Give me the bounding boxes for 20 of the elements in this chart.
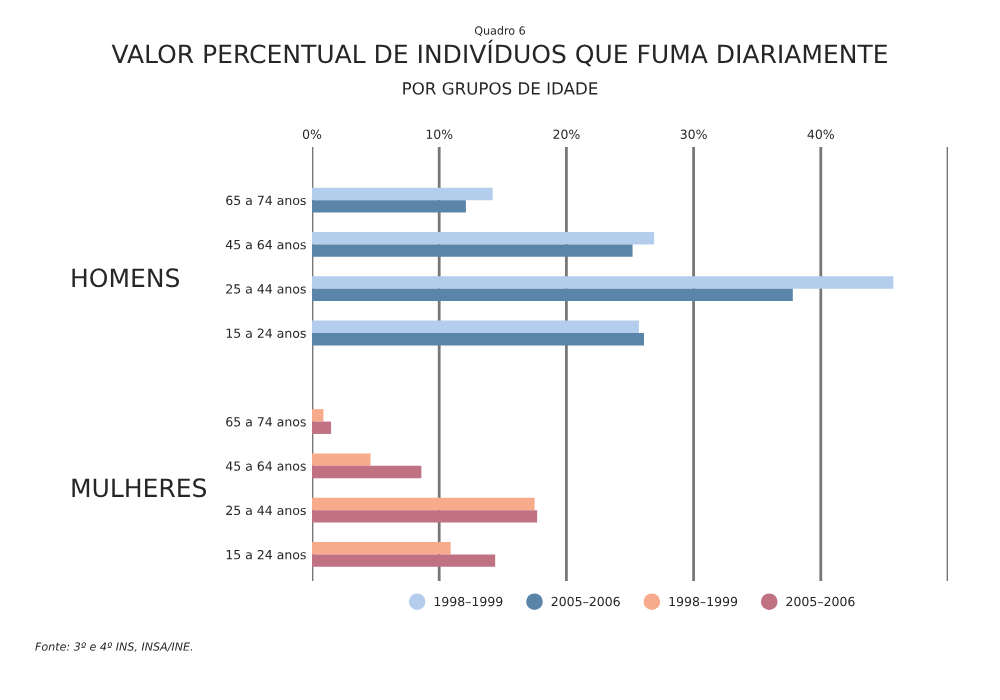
bar — [312, 200, 466, 213]
bar — [312, 244, 633, 257]
bar — [312, 333, 644, 346]
bar — [312, 187, 493, 201]
bar — [312, 409, 324, 422]
bar — [312, 554, 496, 567]
bar — [312, 232, 655, 245]
text: HOMENS — [72, 268, 180, 288]
bar — [312, 453, 371, 466]
chart-subtitle: POR GRUPOS DE IDADE — [403, 82, 598, 95]
bar — [312, 542, 451, 555]
bar — [312, 510, 538, 523]
chart-title: VALOR PERCENTUAL DE INDIVÍDUOS QUE FUMA DIARIAMENTE — [111, 39, 887, 67]
bar — [312, 465, 422, 479]
bar — [312, 320, 639, 333]
text: MULHERES — [72, 478, 207, 498]
bar — [312, 497, 535, 511]
bar — [312, 421, 332, 434]
bar — [312, 276, 894, 289]
bar — [312, 288, 793, 302]
